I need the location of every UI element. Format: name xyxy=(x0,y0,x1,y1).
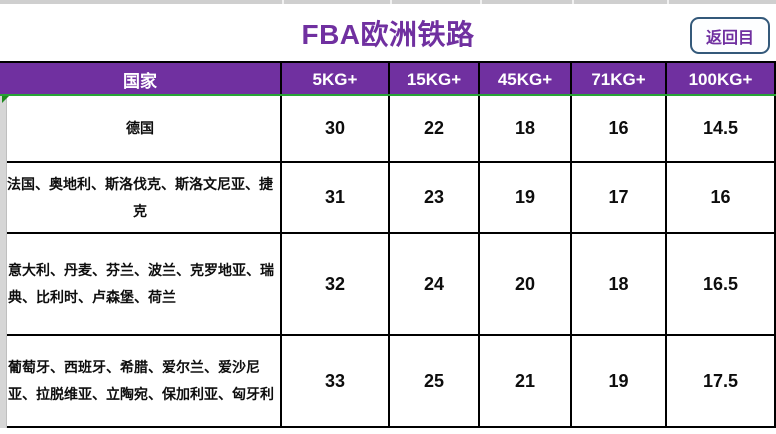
cell-country[interactable]: 法国、奥地利、斯洛伐克、斯洛文尼亚、捷克 xyxy=(0,163,282,234)
cell-country[interactable]: 葡萄牙、西班牙、希腊、爱尔兰、爱沙尼亚、拉脱维亚、立陶宛、保加利亚、匈牙利 xyxy=(0,336,282,428)
cell-rate-100kg[interactable]: 17.5 xyxy=(667,336,776,428)
cell-rate-100kg[interactable]: 16 xyxy=(667,163,776,234)
cell-rate-15kg[interactable]: 22 xyxy=(390,96,480,163)
rate-table-body: 德国 30 22 18 16 14.5 法国、奥地利、斯洛伐克、斯洛文尼亚、捷克… xyxy=(0,96,776,428)
column-header-71kg[interactable]: 71KG+ xyxy=(572,63,667,96)
selection-triangle xyxy=(2,96,9,103)
cell-rate-15kg[interactable]: 24 xyxy=(390,234,480,336)
back-button-label: 返回目 xyxy=(705,29,754,47)
cell-rate-5kg[interactable]: 30 xyxy=(282,96,390,163)
cell-rate-45kg[interactable]: 21 xyxy=(480,336,572,428)
cell-country[interactable]: 意大利、丹麦、芬兰、波兰、克罗地亚、瑞典、比利时、卢森堡、荷兰 xyxy=(0,234,282,336)
column-tick xyxy=(480,0,482,4)
table-header-row: 国家 5KG+ 15KG+ 45KG+ 71KG+ 100KG+ xyxy=(0,61,776,96)
cell-rate-15kg[interactable]: 25 xyxy=(390,336,480,428)
column-header-5kg[interactable]: 5KG+ xyxy=(282,63,390,96)
title-bar: FBA欧洲铁路 返回目 xyxy=(0,4,776,61)
column-header-45kg[interactable]: 45KG+ xyxy=(480,63,572,96)
sheet-left-edge xyxy=(0,96,7,428)
cell-rate-45kg[interactable]: 20 xyxy=(480,234,572,336)
column-tick xyxy=(667,0,669,4)
column-header-15kg[interactable]: 15KG+ xyxy=(390,63,480,96)
sheet-top-edge xyxy=(0,0,776,4)
back-button[interactable]: 返回目 xyxy=(690,17,770,54)
page-title: FBA欧洲铁路 xyxy=(301,19,475,50)
cell-rate-71kg[interactable]: 16 xyxy=(572,96,667,163)
column-tick xyxy=(572,0,574,4)
cell-rate-100kg[interactable]: 16.5 xyxy=(667,234,776,336)
cell-country[interactable]: 德国 xyxy=(0,96,282,163)
selection-border xyxy=(0,94,776,96)
cell-rate-45kg[interactable]: 18 xyxy=(480,96,572,163)
cell-rate-71kg[interactable]: 19 xyxy=(572,336,667,428)
cell-rate-15kg[interactable]: 23 xyxy=(390,163,480,234)
cell-rate-100kg[interactable]: 14.5 xyxy=(667,96,776,163)
cell-rate-5kg[interactable]: 32 xyxy=(282,234,390,336)
column-header-country[interactable]: 国家 xyxy=(0,63,282,96)
cell-rate-71kg[interactable]: 18 xyxy=(572,234,667,336)
cell-rate-71kg[interactable]: 17 xyxy=(572,163,667,234)
column-tick xyxy=(282,0,284,4)
column-header-100kg[interactable]: 100KG+ xyxy=(667,63,776,96)
cell-rate-5kg[interactable]: 31 xyxy=(282,163,390,234)
column-tick xyxy=(390,0,392,4)
cell-rate-5kg[interactable]: 33 xyxy=(282,336,390,428)
cell-rate-45kg[interactable]: 19 xyxy=(480,163,572,234)
